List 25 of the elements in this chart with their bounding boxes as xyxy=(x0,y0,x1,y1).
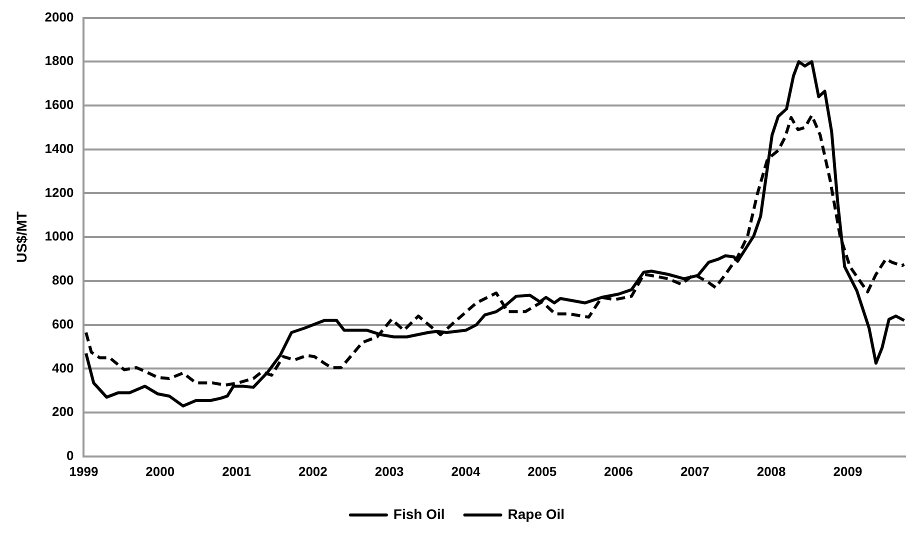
legend-label: Rape Oil xyxy=(508,506,565,522)
y-tick-label: 1800 xyxy=(44,53,74,68)
y-tick-label: 1400 xyxy=(44,140,74,156)
y-tick-label: 200 xyxy=(52,404,74,420)
y-tick-label: 1000 xyxy=(44,228,74,244)
x-tick-label: 1999 xyxy=(69,464,98,479)
legend-label: Fish Oil xyxy=(393,506,445,522)
y-tick-label: 400 xyxy=(52,360,74,376)
x-tick-label: 2008 xyxy=(756,464,786,479)
y-tick-label: 800 xyxy=(52,272,74,288)
x-tick-label: 2005 xyxy=(528,464,557,479)
x-tick-label: 2004 xyxy=(451,464,481,479)
x-tick-label: 2000 xyxy=(146,464,175,479)
y-tick-label: 0 xyxy=(66,448,74,463)
x-tick-label: 2006 xyxy=(604,464,633,479)
x-tick-label: 2007 xyxy=(680,464,710,479)
y-tick-label: 600 xyxy=(52,316,74,332)
y-tick-label: 1200 xyxy=(44,184,74,200)
y-axis-title: US$/MT xyxy=(13,210,30,263)
y-tick-label: 1600 xyxy=(44,97,74,112)
x-tick-label: 2003 xyxy=(374,464,404,479)
x-tick-label: 2002 xyxy=(298,464,328,479)
x-tick-label: 2009 xyxy=(833,464,862,479)
y-tick-label: 2000 xyxy=(44,9,74,24)
x-tick-label: 2001 xyxy=(222,464,251,479)
